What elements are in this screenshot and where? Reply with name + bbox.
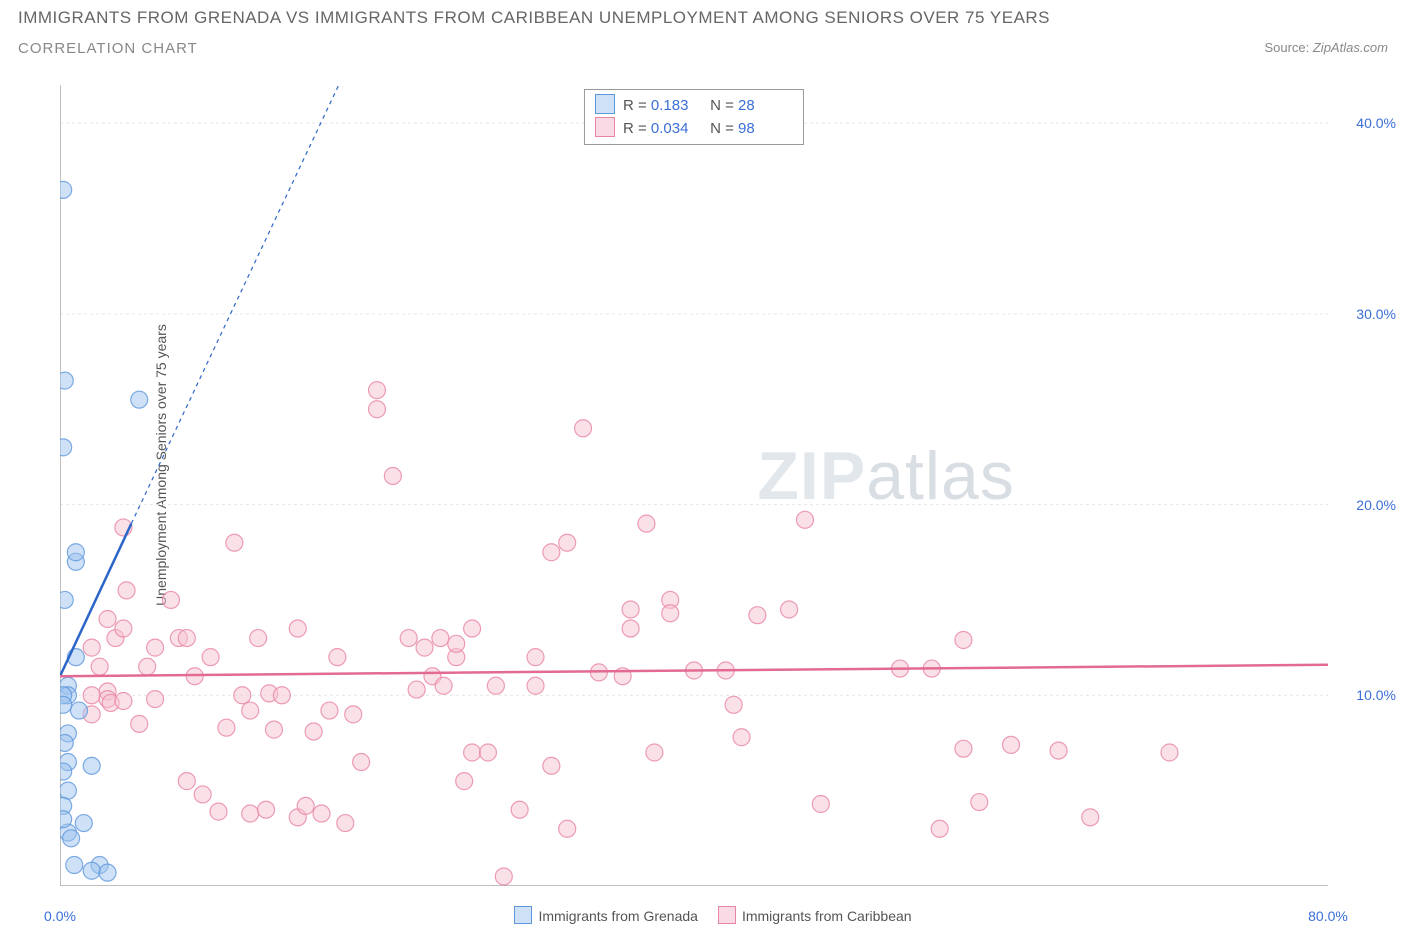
n-value: 28	[738, 95, 793, 117]
source-name: ZipAtlas.com	[1313, 40, 1388, 55]
stats-row-grenada: R = 0.183 N = 28	[595, 94, 793, 117]
y-tick-label: 30.0%	[1356, 306, 1396, 322]
legend-label-caribbean: Immigrants from Caribbean	[742, 908, 912, 924]
r-label: R =	[623, 97, 647, 114]
n-label: N =	[710, 97, 734, 114]
y-axis-tick-labels: 10.0% 20.0% 30.0% 40.0%	[1336, 85, 1396, 886]
n-value: 98	[738, 118, 793, 140]
y-tick-label: 10.0%	[1356, 687, 1396, 703]
legend-label-grenada: Immigrants from Grenada	[538, 908, 698, 924]
r-value: 0.183	[651, 95, 706, 117]
legend-swatch	[514, 906, 532, 924]
r-value: 0.034	[651, 118, 706, 140]
series-legend: Immigrants from Grenada Immigrants from C…	[0, 906, 1406, 924]
scatter-svg	[60, 85, 1328, 886]
source-attribution: Source: ZipAtlas.com	[1264, 40, 1388, 55]
chart-subtitle: CORRELATION CHART	[18, 40, 198, 57]
correlation-stats-box: R = 0.183 N = 28R = 0.034 N = 98	[584, 89, 804, 145]
y-tick-label: 40.0%	[1356, 115, 1396, 131]
y-tick-label: 20.0%	[1356, 497, 1396, 513]
chart-plot-area: ZIPatlas R = 0.183 N = 28R = 0.034 N = 9…	[60, 85, 1328, 886]
source-prefix: Source:	[1264, 40, 1312, 55]
legend-swatch	[595, 117, 615, 137]
legend-swatch	[595, 94, 615, 114]
chart-title: IMMIGRANTS FROM GRENADA VS IMMIGRANTS FR…	[18, 8, 1050, 28]
n-label: N =	[710, 120, 734, 137]
legend-swatch	[718, 906, 736, 924]
r-label: R =	[623, 120, 647, 137]
stats-row-caribbean: R = 0.034 N = 98	[595, 117, 793, 140]
